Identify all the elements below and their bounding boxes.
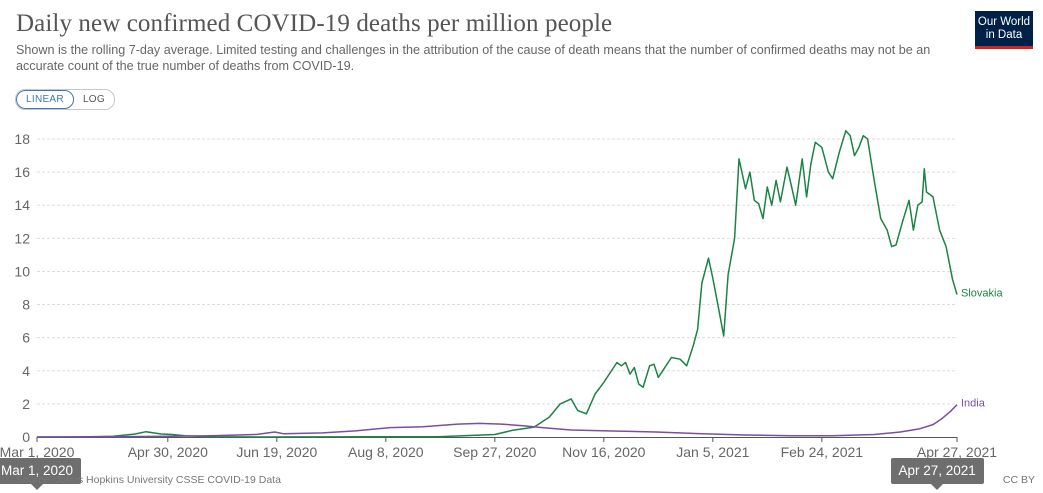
license-link[interactable]: CC BY [1002, 474, 1035, 486]
y-tick-label: 16 [14, 164, 30, 180]
x-tick-label: Nov 16, 2020 [562, 444, 645, 460]
y-tick-label: 12 [14, 230, 30, 246]
x-tick-label: Jun 19, 2020 [236, 444, 317, 460]
x-tick-label: Jan 5, 2021 [676, 444, 749, 460]
y-tick-label: 2 [22, 396, 30, 412]
series-label-slovakia: Slovakia [961, 288, 1003, 300]
owid-logo[interactable]: Our World in Data [975, 11, 1033, 49]
logo-line-2: in Data [985, 29, 1023, 41]
x-tick-label: Feb 24, 2021 [781, 444, 864, 460]
y-tick-label: 0 [22, 429, 30, 445]
log-scale-button[interactable]: LOG [82, 94, 105, 105]
y-tick-label: 6 [22, 330, 30, 346]
chart-title: Daily new confirmed COVID-19 deaths per … [16, 10, 613, 37]
chart-subtitle: Shown is the rolling 7-day average. Limi… [16, 43, 931, 73]
logo-line-1: Our World [977, 16, 1031, 28]
timeline-end-handle[interactable]: Apr 27, 2021 [890, 458, 984, 490]
scale-toggle: LINEAR LOG [15, 89, 115, 110]
y-tick-label: 18 [14, 131, 30, 147]
x-tick-label: Mar 1, 2020 [0, 444, 75, 460]
series-label-india: India [961, 398, 986, 410]
x-tick-label: Apr 27, 2021 [917, 444, 997, 460]
y-tick-label: 8 [22, 297, 30, 313]
timeline-start-handle[interactable]: Mar 1, 2020 [0, 458, 82, 490]
source-note[interactable]: Source: Johns Hopkins University CSSE CO… [16, 474, 281, 486]
x-tick-label: Sep 27, 2020 [453, 444, 537, 460]
y-tick-label: 10 [14, 263, 30, 279]
y-tick-label: 4 [22, 363, 30, 379]
x-tick-label: Apr 30, 2020 [128, 444, 208, 460]
series-line-slovakia [37, 129, 958, 438]
series-line-india [36, 404, 958, 438]
x-tick-label: Aug 8, 2020 [348, 444, 424, 460]
linear-scale-button[interactable]: LINEAR [16, 90, 74, 109]
y-tick-label: 14 [14, 197, 30, 213]
